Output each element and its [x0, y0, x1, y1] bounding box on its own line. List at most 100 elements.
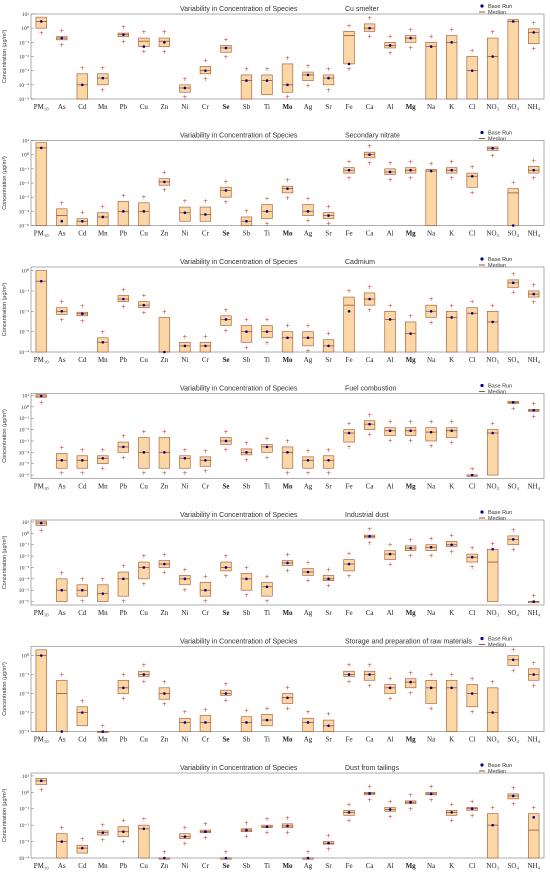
x-tick-label: Al [387, 609, 394, 617]
base-run-point [327, 76, 330, 80]
base-run-point [183, 211, 187, 215]
outlier-mark: + [100, 466, 105, 473]
outlier-mark: + [367, 307, 372, 314]
outlier-mark: + [490, 679, 495, 686]
x-tick-label: Cr [202, 103, 210, 111]
x-tick-label: Zn [160, 862, 168, 870]
outlier-mark: + [326, 204, 331, 211]
outlier-mark: + [326, 87, 331, 94]
base-run-point [183, 577, 187, 581]
x-tick-label: As [58, 862, 66, 870]
legend-median-label: Median [488, 390, 506, 396]
x-tick-label: Pb [120, 230, 128, 238]
y-tick-label: 10⁻³ [19, 711, 29, 717]
x-tick-label: Zn [160, 230, 168, 238]
x-tick-label: Na [427, 356, 436, 364]
outlier-mark: + [388, 33, 393, 40]
outlier-mark: + [470, 189, 475, 196]
x-tick-label: Cu [140, 483, 149, 491]
box-4: + + Pb [117, 671, 129, 744]
y-tick-label: 10⁻² [19, 55, 29, 61]
outlier-mark: + [162, 701, 167, 708]
box-7: + Ni [179, 333, 191, 364]
x-tick-label: Ag [304, 862, 313, 870]
box-24: + + NH₄ [527, 157, 540, 237]
x-tick-label: PM₁₀ [34, 230, 50, 238]
box-body [158, 317, 171, 353]
y-tick-label: 10⁻¹ [19, 543, 29, 549]
x-tick-label: Sb [243, 103, 251, 111]
outlier-mark: + [470, 299, 475, 306]
legend-median-label: Median [488, 263, 506, 269]
outlier-mark: + [511, 527, 516, 534]
x-tick-label: PM₁₀ [34, 103, 50, 111]
box-16: + + Ca [363, 526, 376, 617]
outlier-mark: + [408, 175, 413, 182]
outlier-mark: + [388, 675, 393, 682]
base-run-point [511, 224, 515, 227]
y-tick-label: 10⁰ [21, 268, 30, 275]
x-tick-label: Cd [78, 483, 87, 491]
outlier-mark: + [306, 470, 311, 477]
outlier-mark: + [449, 671, 454, 678]
base-run-point [163, 41, 166, 44]
outlier-mark: + [326, 331, 331, 338]
outlier-mark: + [470, 164, 475, 171]
x-tick-label: Ti [264, 103, 270, 111]
y-tick-label: 10⁻⁶ [19, 600, 29, 606]
box-body [466, 172, 478, 188]
base-run-point [163, 692, 166, 695]
base-run-point [163, 562, 166, 566]
outlier-mark: + [182, 470, 187, 477]
outlier-mark: + [531, 175, 536, 182]
outlier-mark: + [449, 440, 454, 447]
outlier-mark: + [326, 447, 331, 454]
base-run-point [511, 794, 515, 798]
outlier-mark: + [162, 470, 167, 477]
y-tick-label: 10⁻³ [19, 565, 29, 571]
outlier-mark: + [285, 705, 290, 712]
base-run-point [39, 20, 43, 23]
legend-base-run-label: Base Run [488, 763, 512, 769]
outlier-mark: + [162, 849, 167, 856]
x-tick-label: Cd [78, 356, 87, 364]
outlier-mark: + [429, 419, 434, 426]
x-tick-label: As [58, 356, 66, 364]
outlier-mark: + [59, 299, 64, 306]
x-tick-label: Mg [406, 356, 417, 364]
chart-title: Dust from tailings [345, 765, 400, 772]
x-tick-label: Mn [98, 230, 108, 238]
x-tick-label: Sb [243, 483, 251, 491]
box-10: + + Sb [240, 820, 253, 870]
outlier-mark: + [490, 540, 495, 547]
box-7: + Ni [179, 198, 191, 238]
base-run-point [286, 824, 289, 828]
x-tick-label: Ca [366, 103, 375, 111]
box-body [302, 717, 314, 732]
base-run-point [286, 83, 289, 87]
x-tick-label: Ni [181, 103, 188, 111]
box-19: + + Na [425, 296, 437, 364]
outlier-mark: + [531, 413, 536, 420]
outlier-mark: + [244, 834, 249, 841]
outlier-mark: + [203, 468, 208, 475]
box-14: + + Sr [322, 447, 335, 491]
box-body [302, 71, 314, 81]
box-9: + + Se [220, 429, 232, 491]
outlier-mark: + [244, 317, 249, 324]
outlier-mark: + [285, 438, 290, 445]
box-body [466, 307, 478, 353]
box-12: + + Mo [281, 177, 294, 238]
legend-base-run-label: Base Run [488, 637, 512, 643]
base-run-point [101, 592, 105, 595]
x-tick-label: Ca [366, 483, 375, 491]
outlier-mark: + [203, 57, 208, 64]
outlier-mark: + [388, 176, 393, 183]
outlier-mark: + [121, 304, 126, 311]
box-8: + Cr [199, 333, 212, 364]
x-tick-label: Mg [406, 483, 417, 491]
box-body [425, 679, 437, 704]
box-1: + + As [56, 28, 68, 111]
base-run-point [327, 841, 330, 845]
outlier-mark: + [80, 698, 85, 705]
